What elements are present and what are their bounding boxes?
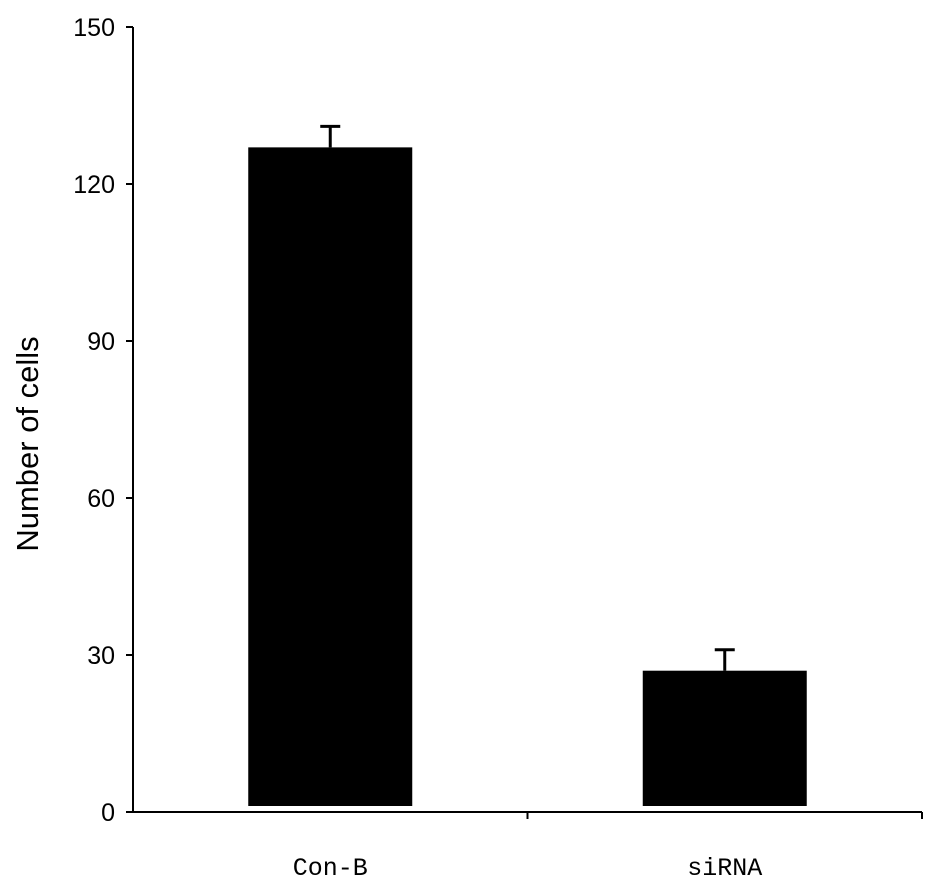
y-tick-label: 120 bbox=[73, 171, 115, 199]
y-tick-label: 0 bbox=[101, 799, 115, 827]
x-category-label: siRNA bbox=[687, 854, 762, 883]
y-axis-label: Number of cells bbox=[10, 336, 45, 551]
bar-sirna bbox=[642, 670, 807, 806]
y-axis: 0 30 60 90 120 150 bbox=[73, 14, 134, 827]
y-tick-label: 60 bbox=[87, 485, 115, 513]
bar-con-b bbox=[248, 147, 413, 806]
y-tick-label: 90 bbox=[87, 328, 115, 356]
x-axis: Con-B siRNA bbox=[133, 811, 923, 883]
bars-group bbox=[248, 147, 807, 806]
y-tick-label: 30 bbox=[87, 642, 115, 670]
y-tick-label: 150 bbox=[73, 14, 115, 42]
error-bars-group bbox=[320, 124, 735, 671]
x-category-label: Con-B bbox=[293, 854, 368, 883]
